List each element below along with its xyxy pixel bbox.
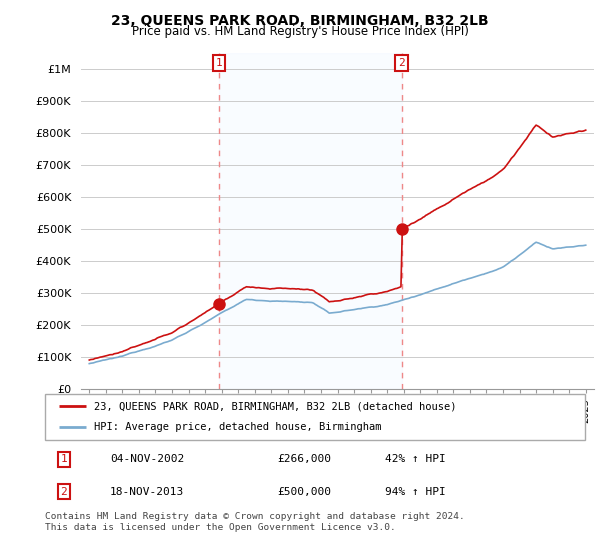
Text: 42% ↑ HPI: 42% ↑ HPI	[385, 454, 446, 464]
Text: 94% ↑ HPI: 94% ↑ HPI	[385, 487, 446, 497]
Text: £266,000: £266,000	[277, 454, 331, 464]
Text: HPI: Average price, detached house, Birmingham: HPI: Average price, detached house, Birm…	[94, 422, 381, 432]
Text: £500,000: £500,000	[277, 487, 331, 497]
Text: 23, QUEENS PARK ROAD, BIRMINGHAM, B32 2LB (detached house): 23, QUEENS PARK ROAD, BIRMINGHAM, B32 2L…	[94, 401, 456, 411]
Text: 04-NOV-2002: 04-NOV-2002	[110, 454, 184, 464]
Text: Contains HM Land Registry data © Crown copyright and database right 2024.
This d: Contains HM Land Registry data © Crown c…	[45, 512, 465, 532]
Text: 18-NOV-2013: 18-NOV-2013	[110, 487, 184, 497]
Text: 2: 2	[398, 58, 405, 68]
Text: 1: 1	[215, 58, 223, 68]
Text: 2: 2	[61, 487, 67, 497]
FancyBboxPatch shape	[45, 394, 585, 440]
Text: Price paid vs. HM Land Registry's House Price Index (HPI): Price paid vs. HM Land Registry's House …	[131, 25, 469, 38]
Text: 1: 1	[61, 454, 67, 464]
Text: 23, QUEENS PARK ROAD, BIRMINGHAM, B32 2LB: 23, QUEENS PARK ROAD, BIRMINGHAM, B32 2L…	[111, 14, 489, 28]
Bar	[219, 53, 402, 389]
